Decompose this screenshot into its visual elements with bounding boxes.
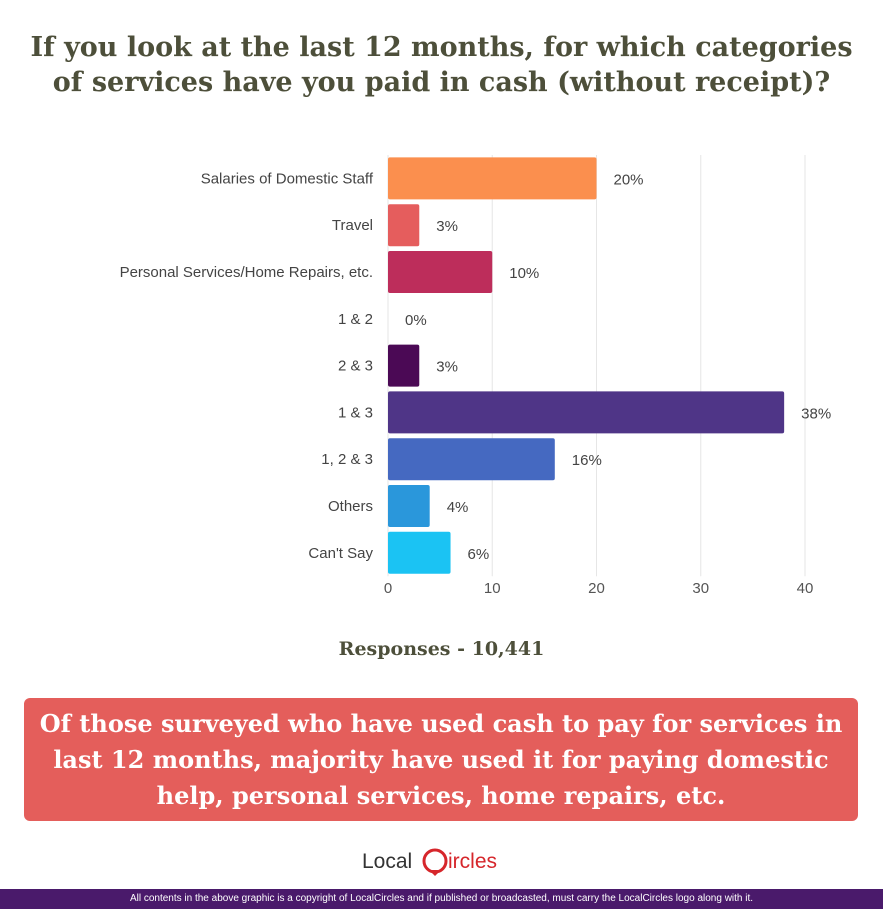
logo-pin-icon	[428, 870, 441, 876]
value-label: 6%	[468, 546, 490, 563]
bar	[388, 531, 451, 574]
category-label: 2 & 3	[338, 358, 373, 375]
value-label: 10%	[509, 265, 539, 282]
value-labels: 20% 3% 10% 0% 3% 38% 16% 4% 6%	[405, 171, 831, 562]
value-label: 3%	[436, 359, 458, 376]
category-label: 1 & 3	[338, 404, 373, 421]
value-label: 0%	[405, 312, 427, 329]
category-label: 1, 2 & 3	[321, 451, 373, 468]
bar	[388, 157, 597, 200]
localcircles-logo: Local ircles	[0, 846, 883, 876]
chart-title: If you look at the last 12 months, for w…	[0, 30, 883, 100]
copyright-footer: All contents in the above graphic is a c…	[0, 889, 883, 909]
value-label: 4%	[447, 499, 469, 516]
bar-chart: Salaries of Domestic Staff Travel Personal…	[120, 155, 831, 597]
x-tick-label: 40	[797, 580, 814, 597]
summary-callout-text: Of those surveyed who have used cash to …	[39, 708, 843, 810]
responses-count: Responses - 10,441	[338, 638, 545, 660]
bars	[388, 157, 785, 574]
x-tick-label: 20	[588, 580, 605, 597]
localcircles-logo-mark: Local ircles	[362, 848, 497, 876]
bar	[388, 438, 555, 481]
x-tick-labels: 0 10 20 30 40	[384, 580, 814, 597]
category-label: Others	[328, 498, 373, 515]
bar	[388, 485, 430, 527]
summary-callout: Of those surveyed who have used cash to …	[24, 698, 858, 821]
chart-title-line2: of services have you paid in cash (witho…	[52, 67, 831, 98]
bar	[388, 204, 420, 247]
bar	[388, 251, 493, 293]
category-label: Travel	[332, 217, 373, 234]
value-label: 20%	[614, 171, 644, 188]
value-label: 3%	[436, 218, 458, 235]
bar	[388, 391, 785, 434]
category-label: Salaries of Domestic Staff	[201, 170, 374, 187]
logo-text-ircles: ircles	[448, 850, 497, 873]
x-tick-label: 0	[384, 580, 392, 597]
value-label: 38%	[801, 405, 831, 422]
x-tick-label: 30	[692, 580, 709, 597]
logo-circle-icon	[422, 848, 447, 874]
x-tick-label: 10	[484, 580, 501, 597]
value-label: 16%	[572, 452, 602, 469]
bar	[388, 344, 420, 387]
logo-text-local: Local	[362, 850, 412, 873]
category-label: Personal Services/Home Repairs, etc.	[120, 264, 373, 281]
chart-title-line1: If you look at the last 12 months, for w…	[30, 32, 853, 63]
category-label: 1 & 2	[338, 311, 373, 328]
category-label: Can't Say	[308, 545, 373, 562]
category-labels: Salaries of Domestic Staff Travel Personal…	[120, 170, 374, 561]
